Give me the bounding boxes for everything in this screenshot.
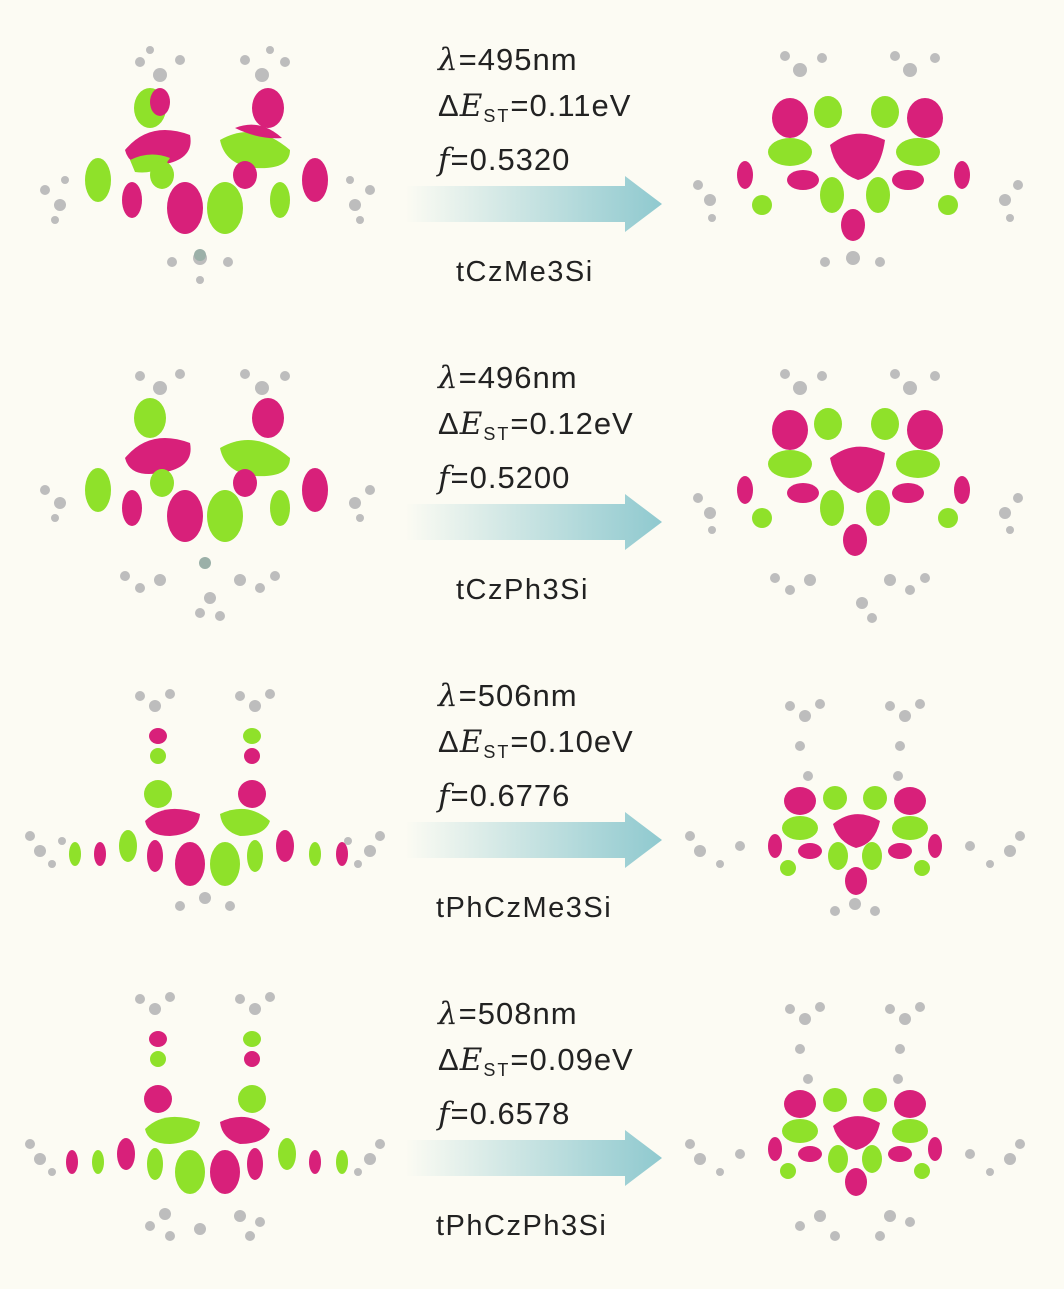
delta-est-line: ΔEST=0.12eV [438, 406, 634, 444]
osc-strength-value: =0.5320 [450, 142, 571, 177]
osc-strength-value: =0.5200 [450, 460, 571, 495]
transition-arrow [405, 176, 662, 232]
lumo-orbital [693, 51, 1023, 267]
orbital-images [40, 369, 1023, 623]
osc-strength-line: f=0.6776 [438, 778, 571, 814]
wavelength-line: λ=506nm [438, 678, 578, 714]
delta-est-value: =0.10eV [510, 724, 634, 759]
lumo-orbital [693, 369, 1023, 623]
molecule-name: tPhCzMe3Si [436, 892, 613, 924]
osc-strength-line: f=0.5200 [438, 460, 571, 496]
delta-est-line: ΔEST=0.10eV [438, 724, 634, 762]
transition-arrow [405, 1130, 662, 1186]
delta-est-value: =0.11eV [510, 88, 632, 123]
orbital-images [25, 689, 1025, 916]
lumo-orbital [685, 1002, 1025, 1241]
orbital-images [25, 992, 1025, 1241]
delta-est-line: ΔEST=0.11eV [438, 88, 632, 126]
row-tphczme3si: λ=506nm ΔEST=0.10eV f=0.6776 tPhCzMe3Si [0, 636, 1064, 956]
transition-arrow [405, 812, 662, 868]
wavelength-line: λ=508nm [438, 996, 578, 1032]
delta-est-line: ΔEST=0.09eV [438, 1042, 634, 1080]
osc-strength-value: =0.6776 [450, 778, 571, 813]
row-tczph3si: λ=496nm ΔEST=0.12eV f=0.5200 tCzPh3Si [0, 318, 1064, 638]
molecule-name: tPhCzPh3Si [436, 1210, 608, 1242]
transition-arrow [405, 494, 662, 550]
homo-orbital [40, 369, 375, 621]
row-tphczph3si: λ=508nm ΔEST=0.09eV f=0.6578 tPhCzPh3Si [0, 954, 1064, 1274]
osc-strength-line: f=0.5320 [438, 142, 571, 178]
homo-orbital [25, 992, 385, 1241]
wavelength-value: =506nm [458, 678, 578, 713]
homo-orbital [25, 689, 385, 911]
delta-est-value: =0.09eV [510, 1042, 634, 1077]
molecule-name: tCzMe3Si [456, 256, 594, 288]
molecule-name: tCzPh3Si [456, 574, 589, 606]
wavelength-value: =508nm [458, 996, 578, 1031]
lumo-orbital [685, 699, 1025, 916]
delta-est-value: =0.12eV [510, 406, 634, 441]
row-tczme3si: λ=495nm ΔEST=0.11eV f=0.5320 tCzMe3Si [0, 0, 1064, 320]
orbital-images [40, 46, 1023, 284]
homo-orbital [40, 46, 375, 284]
wavelength-value: =496nm [458, 360, 578, 395]
wavelength-line: λ=496nm [438, 360, 578, 396]
wavelength-value: =495nm [458, 42, 578, 77]
osc-strength-value: =0.6578 [450, 1096, 571, 1131]
wavelength-line: λ=495nm [438, 42, 578, 78]
osc-strength-line: f=0.6578 [438, 1096, 571, 1132]
